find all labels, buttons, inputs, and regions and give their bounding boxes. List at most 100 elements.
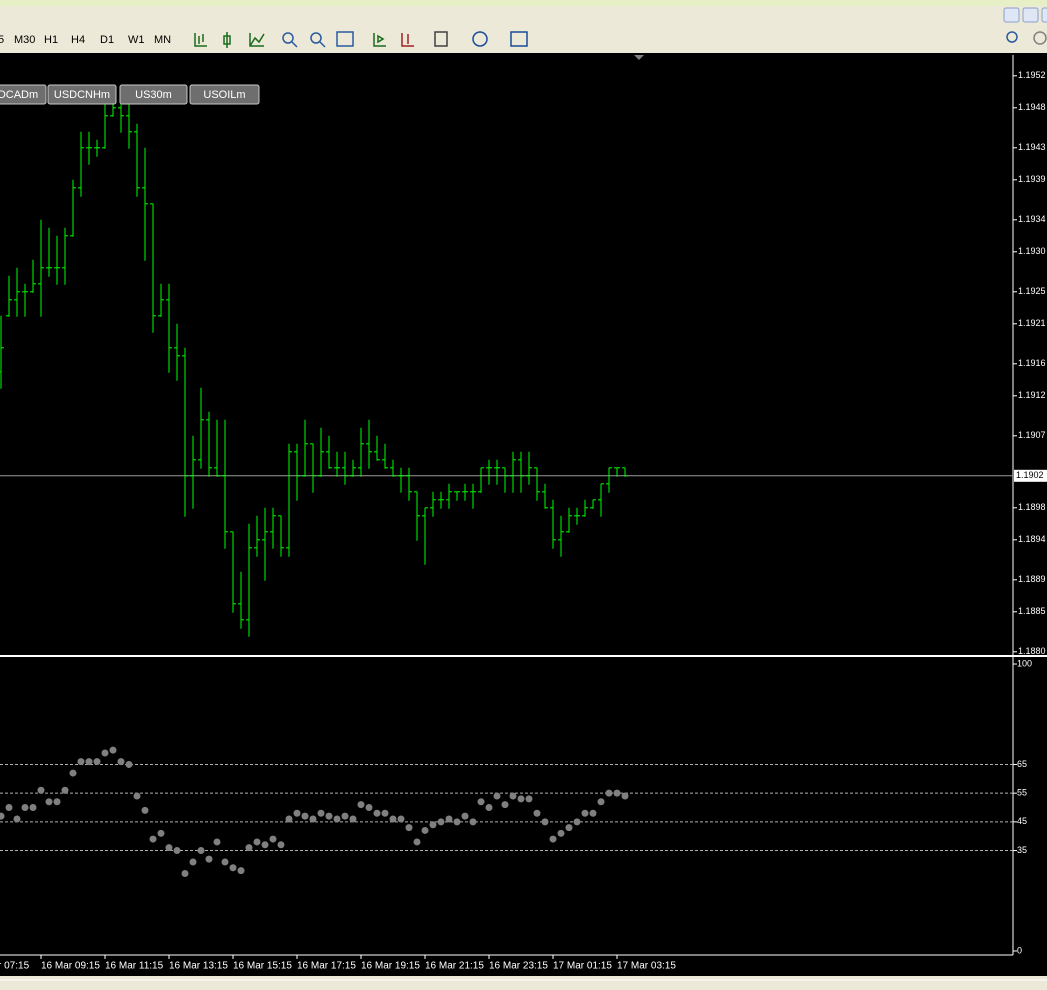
period-button[interactable]: 5	[0, 34, 4, 46]
dot	[309, 815, 317, 823]
dot	[181, 870, 189, 878]
x-tick-label: 16 Mar 15:15	[233, 961, 292, 972]
dot	[477, 798, 485, 806]
period-button[interactable]: W1	[128, 34, 145, 46]
dot	[517, 795, 525, 803]
symbol-button-label[interactable]: US30m	[135, 89, 172, 101]
dot	[389, 815, 397, 823]
dot	[21, 804, 29, 812]
dot	[221, 858, 229, 866]
search-icon[interactable]	[1006, 31, 1018, 43]
dot	[109, 746, 117, 754]
x-tick-label: 16 Mar 09:15	[41, 961, 100, 972]
symbol-button[interactable]	[119, 84, 188, 105]
dot	[69, 769, 77, 777]
chat-icon[interactable]	[1033, 31, 1047, 45]
period-button[interactable]: H4	[71, 34, 85, 46]
periods-icon[interactable]	[472, 31, 488, 47]
dot	[5, 804, 13, 812]
close-button[interactable]	[1041, 7, 1047, 23]
templates-icon[interactable]	[510, 31, 528, 47]
x-tick-label: 17 Mar 03:15	[617, 961, 676, 972]
symbol-button-label[interactable]: USDCNHm	[54, 89, 110, 101]
y-tick-label: 1.1948	[1018, 102, 1046, 112]
x-tick-label: 16 Mar 23:15	[489, 961, 548, 972]
dot	[549, 835, 557, 843]
dot	[61, 786, 69, 794]
dot	[589, 809, 597, 817]
dot	[485, 804, 493, 812]
dot	[541, 818, 549, 826]
symbol-button[interactable]	[0, 84, 47, 105]
dot	[125, 760, 133, 768]
dot	[165, 844, 173, 852]
tile-icon[interactable]	[336, 31, 354, 47]
dot	[237, 867, 245, 875]
dot	[605, 789, 613, 797]
y-tick-label: 35	[1017, 845, 1027, 855]
shift-icon[interactable]	[401, 33, 414, 47]
candle-icon[interactable]	[223, 32, 231, 48]
dot	[565, 824, 573, 832]
x-tick-label: 17 Mar 01:15	[553, 961, 612, 972]
dot	[429, 821, 437, 829]
y-tick-label: 1.1880	[1018, 646, 1046, 656]
dot	[613, 789, 621, 797]
dot	[157, 829, 165, 837]
symbol-button[interactable]	[189, 84, 260, 105]
dot	[53, 798, 61, 806]
dot	[341, 812, 349, 820]
y-tick-label: 1.1894	[1018, 534, 1046, 544]
x-tick-label: 16 Mar 21:15	[425, 961, 484, 972]
dot	[253, 838, 261, 846]
dot	[453, 818, 461, 826]
dot	[117, 758, 125, 766]
dot	[93, 758, 101, 766]
period-button[interactable]: M30	[14, 34, 35, 46]
dot	[141, 806, 149, 814]
dot	[205, 855, 213, 863]
period-button[interactable]: MN	[154, 34, 171, 46]
y-tick-label: 1.1898	[1018, 502, 1046, 512]
dot	[0, 812, 5, 820]
bar-chart-icon[interactable]	[194, 33, 207, 47]
line-icon[interactable]	[249, 33, 265, 47]
dot	[213, 838, 221, 846]
y-tick-label: 1.1912	[1018, 390, 1046, 400]
symbol-button-label[interactable]: USOILm	[203, 89, 245, 101]
dot	[573, 818, 581, 826]
period-button[interactable]: H1	[44, 34, 58, 46]
autoscroll-icon[interactable]	[373, 33, 386, 47]
zoom-in-icon[interactable]	[282, 32, 294, 44]
zoom-out-icon[interactable]	[310, 32, 322, 44]
indicators-icon[interactable]	[434, 31, 448, 47]
minimize-button[interactable]	[1003, 7, 1020, 23]
y-tick-label: 1.1907	[1018, 430, 1046, 440]
y-tick-label: 1.1925	[1018, 286, 1046, 296]
dot	[197, 847, 205, 855]
y-tick-label: 1.1921	[1018, 318, 1046, 328]
dot	[357, 801, 365, 809]
dot	[285, 815, 293, 823]
dot	[501, 801, 509, 809]
restore-button[interactable]	[1022, 7, 1039, 23]
dot	[581, 809, 589, 817]
shift-marker	[634, 55, 644, 60]
y-tick-label: 1.1930	[1018, 246, 1046, 256]
symbol-button[interactable]	[47, 84, 117, 105]
dot	[557, 829, 565, 837]
x-tick-label: 16 Mar 11:15	[105, 961, 164, 972]
period-button[interactable]: D1	[100, 34, 114, 46]
price-label-box	[1014, 469, 1047, 482]
y-tick-label: 1.1952	[1018, 70, 1046, 80]
dot	[445, 815, 453, 823]
dot	[405, 824, 413, 832]
x-tick-label: 16 Mar 17:15	[297, 961, 356, 972]
symbol-button-label[interactable]: DCADm	[0, 89, 38, 101]
y-tick-label: 1.1939	[1018, 174, 1046, 184]
dot	[333, 815, 341, 823]
y-tick-label: 1.1885	[1018, 606, 1046, 616]
dot	[421, 826, 429, 834]
